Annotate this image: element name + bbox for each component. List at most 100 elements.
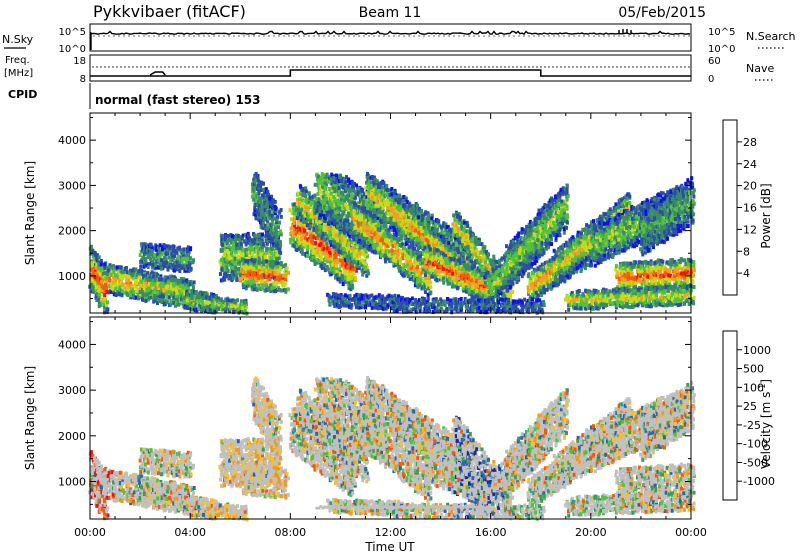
nave-dot — [376, 66, 377, 67]
nave-dot — [172, 66, 173, 67]
nave-dot — [228, 66, 229, 67]
power-cell — [147, 255, 150, 259]
power-cell — [141, 292, 144, 296]
cpid-label: CPID — [8, 88, 37, 101]
power-cell — [141, 256, 144, 260]
nsearch-dot — [688, 35, 689, 36]
nsearch-dot — [398, 35, 399, 36]
nave-dot — [316, 66, 317, 67]
nsearch-dot — [253, 35, 254, 36]
freq-bump — [150, 72, 165, 75]
nsearch-dot — [618, 35, 619, 36]
nsearch-dot — [463, 35, 464, 36]
power-cell — [167, 281, 170, 285]
nave-dot — [152, 66, 153, 67]
nave-dot — [576, 66, 577, 67]
nsearch-dot — [438, 35, 439, 36]
power-cell — [185, 261, 188, 265]
nsearch-dot — [228, 35, 229, 36]
rti-plot: Pykkvibaer (fitACF) Beam 11 05/Feb/2015 … — [0, 0, 800, 554]
nsearch-dot — [98, 35, 99, 36]
nave-dot — [308, 66, 309, 67]
nave-dot — [484, 66, 485, 67]
power-cell — [95, 285, 98, 289]
nave-dot — [400, 66, 401, 67]
nave-dot — [492, 66, 493, 67]
nsearch-dot — [613, 35, 614, 36]
power-cell — [187, 253, 190, 257]
nave-tick-high: 60 — [708, 56, 721, 67]
nave-dot — [196, 66, 197, 67]
power-cell — [188, 263, 191, 267]
nave-dot — [248, 66, 249, 67]
power-cell — [91, 286, 94, 290]
nsearch-dot — [678, 35, 679, 36]
nave-dot — [212, 66, 213, 67]
nsearch-dot — [178, 35, 179, 36]
nave-dot — [412, 66, 413, 67]
nsearch-dot — [188, 35, 189, 36]
nsearch-dot — [453, 35, 454, 36]
nsearch-dot — [478, 35, 479, 36]
power-cell — [100, 259, 103, 263]
power-cell — [121, 283, 124, 287]
nsky-label: N.Sky — [2, 33, 34, 46]
power-cell — [178, 289, 181, 293]
power-cell — [104, 276, 107, 280]
power-cell — [146, 271, 149, 275]
nsearch-dot — [233, 35, 234, 36]
nave-dot — [600, 66, 601, 67]
nsearch-dot — [473, 35, 474, 36]
nave-dot — [444, 66, 445, 67]
nsearch-dot — [133, 35, 134, 36]
nave-dot — [296, 66, 297, 67]
nave-dot — [92, 66, 93, 67]
nsearch-tick-high: 10^5 — [708, 27, 735, 38]
nave-dot — [464, 66, 465, 67]
nave-dot — [352, 66, 353, 67]
nsearch-dot — [153, 35, 154, 36]
nsearch-dot — [318, 35, 319, 36]
nave-dot — [272, 66, 273, 67]
power-cell — [183, 299, 186, 303]
nsearch-dot — [508, 35, 509, 36]
nsearch-dot — [568, 35, 569, 36]
nave-dot — [136, 66, 137, 67]
nave-dot — [240, 66, 241, 67]
nave-dot — [460, 66, 461, 67]
nave-dot — [656, 66, 657, 67]
power-cell — [121, 293, 124, 297]
power-cell — [154, 288, 157, 292]
power-cell — [168, 265, 171, 269]
nsearch-dot — [123, 35, 124, 36]
nsearch-dot — [573, 35, 574, 36]
nave-dot — [280, 66, 281, 67]
nave-dot — [648, 66, 649, 67]
power-cell — [192, 258, 195, 262]
nave-dot — [320, 66, 321, 67]
nave-dot — [652, 66, 653, 67]
nave-dot — [548, 66, 549, 67]
nsearch-dot — [673, 35, 674, 36]
nsearch-dot — [593, 35, 594, 36]
nave-dot — [644, 66, 645, 67]
freq-label: Freq. — [5, 55, 30, 66]
power-cell — [175, 291, 178, 295]
nave-dot — [360, 66, 361, 67]
nsearch-dot — [263, 35, 264, 36]
nave-dot — [96, 66, 97, 67]
nave-dot — [304, 66, 305, 67]
nave-dot — [680, 66, 681, 67]
nsearch-dot — [433, 35, 434, 36]
nsearch-dot — [663, 35, 664, 36]
nsearch-dot — [143, 35, 144, 36]
nsearch-dot — [388, 35, 389, 36]
nave-dot — [640, 66, 641, 67]
nsearch-dot — [523, 35, 524, 36]
nsearch-dot — [628, 35, 629, 36]
nave-dot — [128, 66, 129, 67]
nave-dot — [672, 66, 673, 67]
nsearch-dot — [93, 35, 94, 36]
nsearch-dot — [168, 35, 169, 36]
nave-dot — [220, 66, 221, 67]
